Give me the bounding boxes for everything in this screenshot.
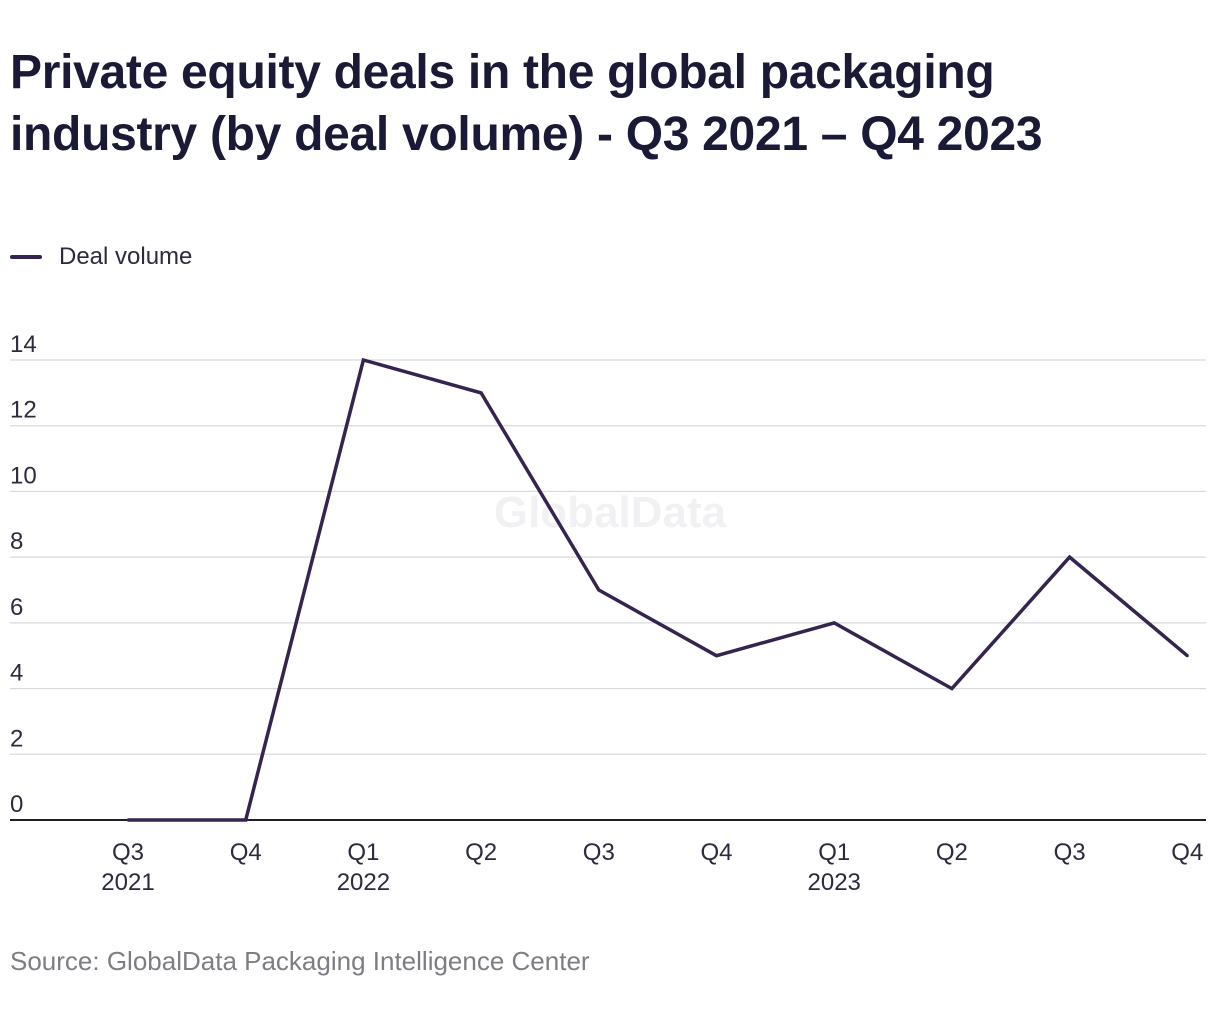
y-tick-label: 14: [10, 331, 37, 358]
y-tick-label: 12: [10, 397, 37, 424]
data-point: [1185, 654, 1189, 658]
data-point: [244, 818, 248, 822]
x-tick-label: Q1: [347, 839, 379, 866]
data-point: [361, 358, 365, 362]
x-tick-label: Q4: [700, 839, 732, 866]
source-note: Source: GlobalData Packaging Intelligenc…: [10, 946, 590, 976]
data-point: [950, 687, 954, 691]
y-tick-label: 8: [10, 528, 23, 555]
watermark-layer: GlobalData: [494, 488, 727, 537]
y-tick-label: 4: [10, 660, 23, 687]
data-point: [1068, 555, 1072, 559]
y-tick-label: 10: [10, 462, 37, 489]
data-point: [597, 588, 601, 592]
x-tick-label: Q3: [1054, 839, 1086, 866]
y-tick-label: 2: [10, 725, 23, 752]
legend-swatch: [10, 255, 42, 259]
legend-label: Deal volume: [59, 243, 193, 270]
x-tick-label: Q1: [818, 839, 850, 866]
x-tick-year-label: 2023: [808, 869, 861, 896]
y-tick-label: 6: [10, 594, 23, 621]
x-tick-label: Q2: [465, 839, 497, 866]
data-point: [715, 654, 718, 658]
data-point: [479, 391, 483, 395]
x-tick-label: Q4: [230, 839, 262, 866]
x-tick-label: Q2: [936, 839, 968, 866]
x-tick-label: Q3: [583, 839, 615, 866]
x-tick-year-label: 2022: [337, 869, 390, 896]
x-tick-label: Q4: [1171, 839, 1203, 866]
x-tick-label: Q3: [112, 839, 144, 866]
series-line-deal-volume: [128, 357, 1189, 822]
series-layer: [126, 357, 1189, 822]
x-axis-ticks: Q3 2021 Q4 Q1 2022 Q2 Q3 Q4 Q1 2023 Q2 Q3 Q4: [101, 839, 1203, 896]
chart-title: Private equity deals in the global packa…: [10, 46, 1043, 161]
y-axis-ticks: 0 2 4 6 8 10 12 14: [10, 331, 37, 818]
legend: Deal volume: [10, 242, 192, 272]
x-tick-year-label: 2021: [101, 869, 154, 896]
watermark-text: GlobalData: [494, 488, 727, 537]
data-point: [126, 818, 130, 822]
y-tick-label: 0: [10, 791, 23, 818]
data-point: [832, 621, 836, 625]
gridlines: [10, 359, 1206, 821]
